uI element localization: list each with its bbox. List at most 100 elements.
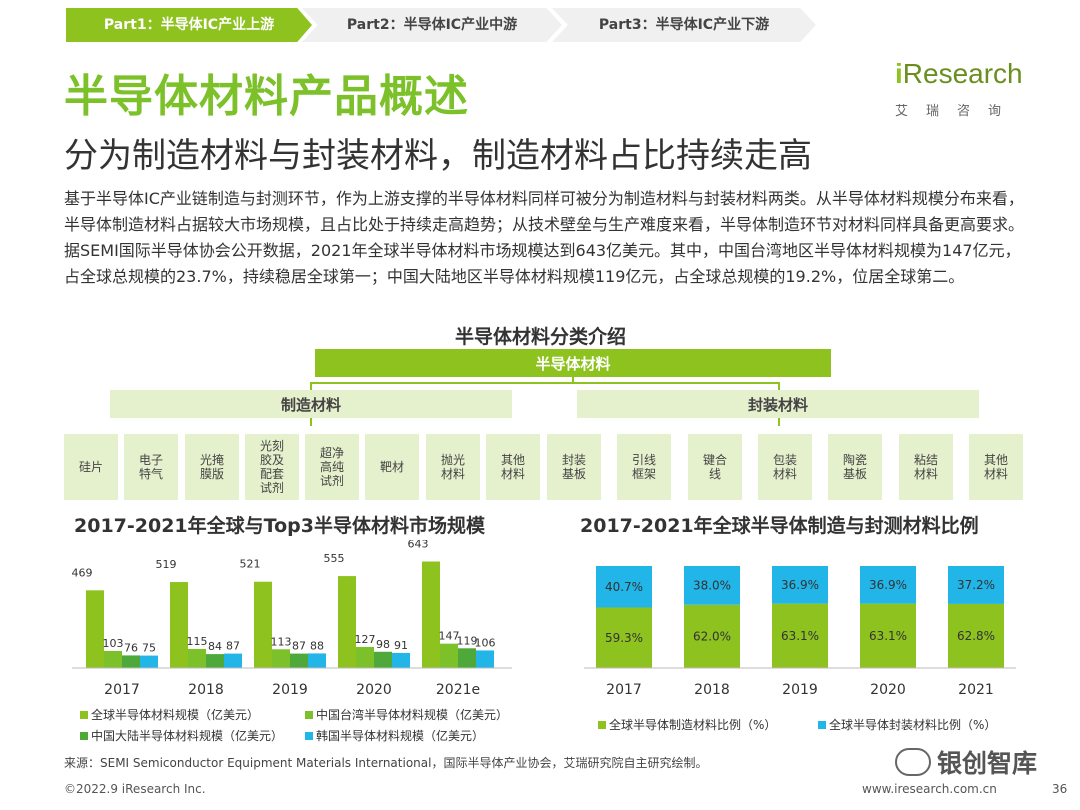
connector	[778, 418, 780, 426]
data-label: 87	[226, 640, 240, 653]
manufacturing-leaf: 抛光 材料	[426, 434, 480, 500]
stack-bottom-4	[948, 603, 1004, 668]
stack-top-2	[772, 566, 828, 604]
stack-top-1	[684, 566, 740, 605]
data-label: 40.7%	[605, 580, 643, 594]
manufacturing-leaf: 其他 材料	[486, 434, 540, 500]
watermark: 银创智库	[895, 744, 1037, 780]
stack-top-0	[596, 566, 652, 608]
bar-2-1	[206, 654, 224, 668]
legend-taiwan: 中国台湾半导体材料规模（亿美元）	[305, 706, 508, 723]
wechat-icon	[895, 748, 931, 776]
data-label: 521	[240, 558, 261, 571]
data-label: 469	[72, 566, 93, 579]
stack-top-3	[860, 566, 916, 604]
connector	[778, 382, 780, 390]
watermark-text: 银创智库	[937, 749, 1038, 778]
data-label: 115	[187, 635, 208, 648]
stack-bottom-2	[772, 603, 828, 668]
x-tick-label: 2018	[188, 682, 224, 698]
iresearch-logo: iResearch 艾瑞咨询	[895, 56, 1025, 122]
stack-bottom-0	[596, 607, 652, 668]
diagram-title: 半导体材料分类介绍	[455, 326, 627, 348]
data-label: 37.2%	[957, 578, 995, 592]
bar-3-0	[140, 655, 158, 668]
intro-paragraph: 基于半导体IC产业链制造与封测环节，作为上游支撑的半导体材料同样可被分为制造材料…	[64, 189, 1025, 286]
stack-bottom-1	[684, 604, 740, 668]
x-tick-label: 2021	[958, 682, 994, 698]
page-title: 半导体材料产品概述	[64, 71, 469, 122]
x-tick-label: 2019	[272, 682, 308, 698]
data-label: 91	[394, 639, 408, 652]
data-label: 127	[355, 633, 376, 646]
legend-label: 中国台湾半导体材料规模（亿美元）	[316, 708, 509, 722]
data-label: 113	[271, 635, 292, 648]
data-label: 62.0%	[693, 629, 731, 643]
data-label: 98	[376, 638, 390, 651]
data-label: 88	[310, 639, 324, 652]
packaging-leaf: 粘结 材料	[899, 434, 953, 500]
logo-word: Research	[902, 58, 1023, 89]
bar-3-1	[224, 653, 242, 668]
legend-korea: 韩国半导体材料规模（亿美元）	[305, 727, 484, 744]
bar-2-3	[374, 651, 392, 668]
x-tick-label: 2020	[870, 682, 906, 698]
legend-label: 全球半导体制造材料比例（%）	[609, 718, 777, 732]
legend-label: 中国大陆半导体材料规模（亿美元）	[91, 729, 284, 743]
x-tick-label: 2021e	[436, 682, 480, 698]
legend-mainland: 中国大陆半导体材料规模（亿美元）	[80, 727, 283, 744]
data-label: 63.1%	[869, 629, 907, 643]
tab-part2[interactable]: Part2：半导体IC产业中游	[302, 8, 562, 42]
data-label: 87	[292, 640, 306, 653]
bar-1-3	[356, 646, 374, 668]
bar-0-4	[422, 561, 440, 668]
data-label: 62.8%	[957, 629, 995, 643]
data-label: 103	[103, 637, 124, 650]
legend-swatch	[305, 710, 313, 719]
tab-part1[interactable]: Part1：半导体IC产业上游	[66, 8, 312, 42]
bar-0-0	[86, 590, 104, 668]
bar-3-2	[308, 653, 326, 668]
chart1-title: 2017-2021年全球与Top3半导体材料市场规模	[74, 515, 485, 537]
data-label: 555	[324, 552, 345, 565]
stack-bottom-3	[860, 603, 916, 668]
stack-top-4	[948, 566, 1004, 604]
bar-1-2	[272, 649, 290, 668]
packaging-leaf: 引线 框架	[617, 434, 671, 500]
bar-0-1	[170, 582, 188, 668]
bar-0-3	[338, 576, 356, 668]
bar-2-2	[290, 653, 308, 668]
bar-3-3	[392, 652, 410, 668]
data-label: 643	[408, 540, 429, 551]
data-label: 75	[142, 642, 156, 655]
legend-label: 全球半导体材料规模（亿美元）	[91, 708, 260, 722]
legend-swatch	[818, 720, 826, 729]
legend-manufacturing: 全球半导体制造材料比例（%）	[598, 716, 776, 733]
logo-chinese: 艾瑞咨询	[895, 104, 1020, 119]
diagram-packaging: 封装材料	[577, 390, 979, 418]
diagram-manufacturing: 制造材料	[110, 390, 512, 418]
bar-1-4	[440, 643, 458, 668]
data-label: 38.0%	[693, 578, 731, 592]
connector	[310, 418, 312, 426]
x-tick-label: 2018	[694, 682, 730, 698]
manufacturing-leaf: 硅片	[64, 434, 118, 500]
manufacturing-leaf: 超净 高纯 试剂	[305, 434, 359, 500]
x-tick-label: 2019	[782, 682, 818, 698]
packaging-leaf: 键合 线	[688, 434, 742, 500]
chart2-ratio: 59.3% 40.7% 2017 62.0% 38.0% 2018 63.1% 36.9% 20…	[584, 566, 1016, 698]
data-label: 119	[457, 634, 478, 647]
footer-copyright: ©2022.9 iResearch Inc.	[64, 782, 206, 796]
data-label: 106	[475, 636, 496, 649]
legend-swatch	[305, 731, 313, 740]
tab-part3[interactable]: Part3：半导体IC产业下游	[552, 8, 816, 42]
connector	[310, 382, 312, 390]
x-tick-label: 2017	[606, 682, 642, 698]
x-tick-label: 2020	[356, 682, 392, 698]
packaging-leaf: 其他 材料	[969, 434, 1023, 500]
legend-swatch	[598, 720, 606, 729]
bar-3-4	[476, 650, 494, 668]
footer-website[interactable]: www.iresearch.com.cn	[862, 782, 997, 796]
chart2-title: 2017-2021年全球半导体制造与封测材料比例	[580, 515, 979, 537]
